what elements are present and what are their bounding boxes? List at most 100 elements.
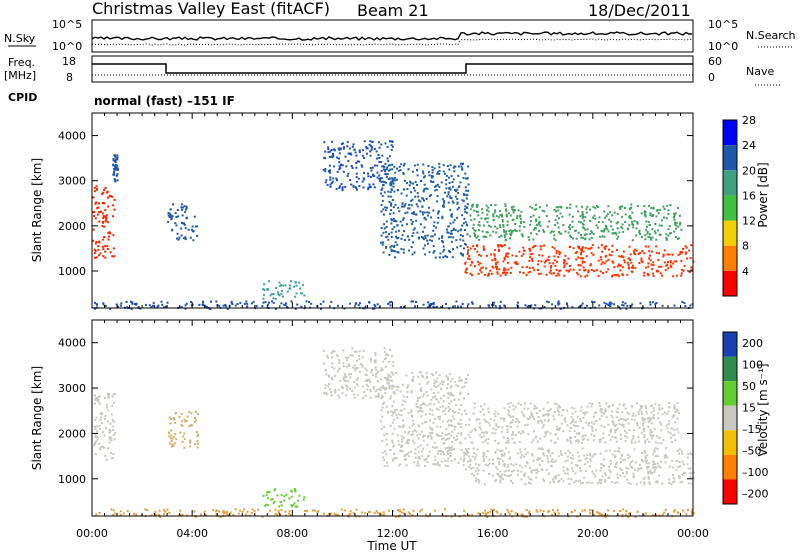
power-cell <box>440 306 442 309</box>
power-cell <box>280 302 283 305</box>
power-cell <box>542 229 545 232</box>
velocity-cell <box>644 451 647 454</box>
velocity-cell <box>383 465 386 468</box>
power-cell <box>278 281 281 284</box>
velocity-cell <box>446 451 449 454</box>
mode-text: normal (fast) –151 IF <box>94 94 235 108</box>
velocity-cell <box>109 452 112 455</box>
power-cell <box>531 257 533 260</box>
velocity-cell <box>643 483 646 486</box>
power-cell <box>497 245 500 248</box>
power-cell <box>93 186 96 189</box>
power-colorbar-cell <box>723 120 737 146</box>
velocity-cell <box>392 458 394 461</box>
power-cell <box>422 303 425 306</box>
power-cell <box>329 155 332 158</box>
power-cell <box>506 255 509 258</box>
power-cell <box>587 271 590 274</box>
velocity-cell <box>181 513 184 516</box>
velocity-cell <box>400 444 403 447</box>
velocity-cell <box>594 411 597 414</box>
power-cell <box>402 164 405 167</box>
power-cell <box>461 303 464 305</box>
power-cell <box>436 172 439 175</box>
power-cell <box>516 215 519 218</box>
power-cell <box>218 304 221 307</box>
power-cell <box>327 146 329 149</box>
velocity-ytick-label: 1000 <box>58 473 86 486</box>
velocity-cell <box>483 413 486 416</box>
power-cell <box>503 256 506 259</box>
power-cell <box>543 261 546 264</box>
power-cell <box>557 301 560 304</box>
velocity-cell <box>545 413 548 416</box>
power-cell <box>519 215 522 218</box>
velocity-cell <box>170 434 173 437</box>
power-cell <box>336 156 339 159</box>
velocity-cell <box>611 420 614 423</box>
velocity-cell <box>457 422 460 425</box>
power-cell <box>288 284 291 287</box>
velocity-cell <box>570 441 573 444</box>
power-cell <box>579 264 582 267</box>
power-cell <box>577 231 580 234</box>
power-cell <box>433 225 436 228</box>
velocity-cell <box>108 436 111 439</box>
power-cell <box>350 165 353 167</box>
power-cell <box>617 275 620 278</box>
velocity-cell <box>608 405 611 408</box>
power-cell <box>579 257 582 260</box>
velocity-cell <box>627 482 630 484</box>
velocity-cell <box>494 439 497 442</box>
velocity-cell <box>601 475 604 478</box>
power-cell <box>112 204 115 207</box>
power-cell <box>537 260 540 263</box>
power-cell <box>436 183 439 186</box>
velocity-cell <box>651 466 654 469</box>
power-cell <box>347 172 350 175</box>
velocity-cell <box>519 464 522 467</box>
velocity-cell <box>384 392 387 394</box>
velocity-cell <box>636 510 639 513</box>
power-cell <box>543 306 546 309</box>
power-cell <box>603 262 606 265</box>
power-cell <box>532 238 535 241</box>
velocity-cell <box>185 420 188 423</box>
power-cell <box>618 255 621 258</box>
velocity-cell <box>395 457 398 460</box>
power-cell <box>462 162 464 165</box>
velocity-cell <box>497 460 500 463</box>
velocity-cell <box>676 402 679 405</box>
power-cell <box>295 284 298 287</box>
velocity-cell <box>265 494 268 497</box>
velocity-cell <box>582 411 585 414</box>
velocity-cell <box>519 403 522 406</box>
power-cell <box>386 206 388 209</box>
velocity-cell <box>478 426 481 429</box>
power-cell <box>553 234 556 237</box>
velocity-cell <box>183 446 186 449</box>
power-cell <box>104 245 107 248</box>
velocity-cell <box>569 427 572 429</box>
velocity-cell <box>426 461 429 464</box>
velocity-cell <box>600 424 603 427</box>
power-cell <box>474 233 477 236</box>
power-cell <box>190 301 192 303</box>
power-cell <box>206 306 209 309</box>
velocity-cell <box>658 436 661 439</box>
power-cell <box>361 154 364 157</box>
power-cell <box>393 165 396 168</box>
velocity-cell <box>650 434 653 437</box>
power-cell <box>464 210 467 213</box>
velocity-cell <box>521 513 524 516</box>
power-band <box>92 185 116 259</box>
velocity-cell <box>425 372 428 375</box>
velocity-cell <box>498 463 501 465</box>
power-cell <box>670 232 673 235</box>
power-cell <box>523 226 526 229</box>
power-cell <box>262 301 265 304</box>
power-cell <box>166 301 169 304</box>
velocity-cell <box>569 437 571 440</box>
power-cell <box>621 303 624 306</box>
power-cell <box>539 245 542 248</box>
